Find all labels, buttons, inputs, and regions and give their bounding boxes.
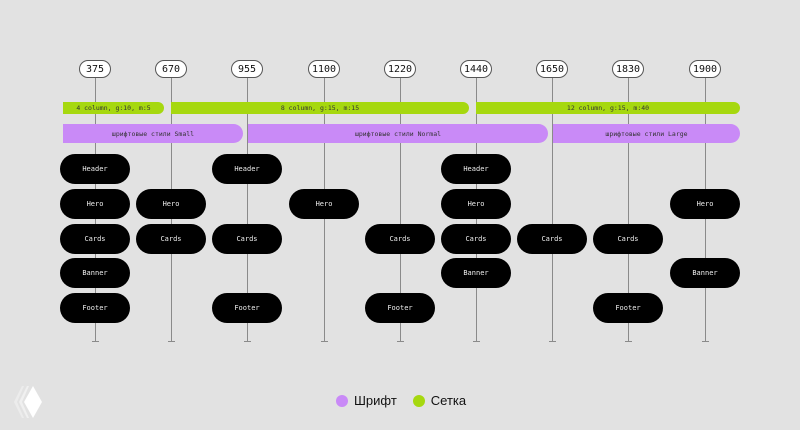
component-cards: Cards (365, 224, 435, 254)
breakpoint-label: 1830 (612, 60, 644, 78)
breakpoint-line (549, 78, 556, 342)
component-footer: Footer (60, 293, 130, 323)
grid-bar: 4 column, g:10, m:5 (63, 102, 164, 114)
component-cards: Cards (212, 224, 282, 254)
component-cards: Cards (136, 224, 206, 254)
breakpoint-label: 955 (231, 60, 263, 78)
breakpoint-line (397, 78, 404, 342)
breakpoint-label: 1220 (384, 60, 416, 78)
component-footer: Footer (365, 293, 435, 323)
legend-label-grid: Сетка (430, 393, 467, 408)
component-header: Header (60, 154, 130, 184)
legend-item-font: Шрифт (336, 393, 397, 408)
breakpoint-line (625, 78, 632, 342)
component-hero: Hero (136, 189, 206, 219)
breakpoint-label: 375 (79, 60, 111, 78)
font-style-bar: шрифтовые стили Small (63, 124, 243, 143)
breakpoint-label: 1650 (536, 60, 568, 78)
breakpoint-label: 670 (155, 60, 187, 78)
component-cards: Cards (441, 224, 511, 254)
legend: Шрифт Сетка (336, 393, 474, 408)
font-style-bar: шрифтовые стили Normal (248, 124, 548, 143)
component-hero: Hero (670, 189, 740, 219)
grid-bar: 8 column, g:15, m:15 (171, 102, 469, 114)
component-header: Header (441, 154, 511, 184)
component-banner: Banner (60, 258, 130, 288)
grid-dot-icon (412, 394, 425, 407)
breakpoint-label: 1100 (308, 60, 340, 78)
breakpoint-label: 1440 (460, 60, 492, 78)
component-footer: Footer (593, 293, 663, 323)
component-header: Header (212, 154, 282, 184)
component-footer: Footer (212, 293, 282, 323)
logo-icon (12, 384, 46, 424)
component-cards: Cards (593, 224, 663, 254)
component-cards: Cards (517, 224, 587, 254)
legend-item-grid: Сетка (412, 393, 467, 408)
font-dot-icon (336, 394, 348, 407)
grid-bar: 12 column, g:15, m:40 (476, 102, 740, 114)
component-cards: Cards (60, 224, 130, 254)
breakpoint-label: 1900 (689, 60, 721, 78)
component-banner: Banner (441, 258, 511, 288)
breakpoint-line (244, 78, 251, 342)
component-hero: Hero (289, 189, 359, 219)
component-hero: Hero (60, 189, 130, 219)
component-banner: Banner (670, 258, 740, 288)
component-hero: Hero (441, 189, 511, 219)
legend-label-font: Шрифт (354, 393, 397, 408)
font-style-bar: шрифтовые стили Large (553, 124, 740, 143)
